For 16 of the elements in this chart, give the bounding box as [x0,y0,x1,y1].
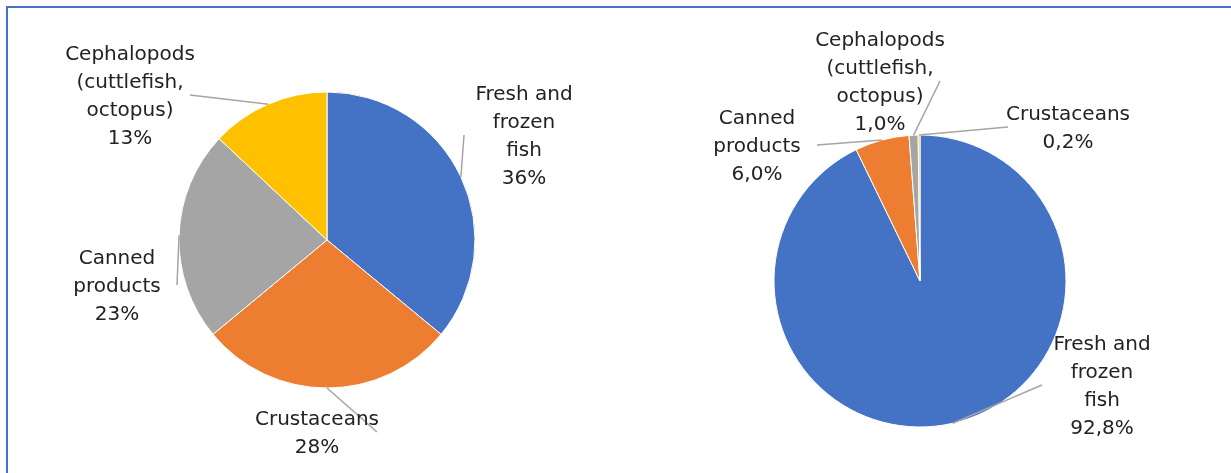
data-label: 92,8% [1070,415,1134,439]
data-label: 13% [107,125,153,149]
slice-label: Crustaceans [1005,101,1131,125]
data-label: 0,2% [1042,129,1094,153]
data-label: 23% [94,301,140,325]
data-label: 1,0% [854,111,906,135]
slice-label: Cephalopods (cuttlefish, octopus) [65,41,195,121]
slice-label: Fresh and frozen fish [475,81,573,161]
slice-label: Fresh and frozen fish [1053,331,1151,411]
data-label: 36% [501,165,547,189]
data-label: 6,0% [731,161,783,185]
slice-label: Canned products [73,245,161,297]
slice-label: Crustaceans [254,406,380,430]
slice-label: Cephalopods (cuttlefish, octopus) [815,27,945,107]
slice-label: Canned products [713,105,801,157]
data-label: 28% [294,434,340,458]
